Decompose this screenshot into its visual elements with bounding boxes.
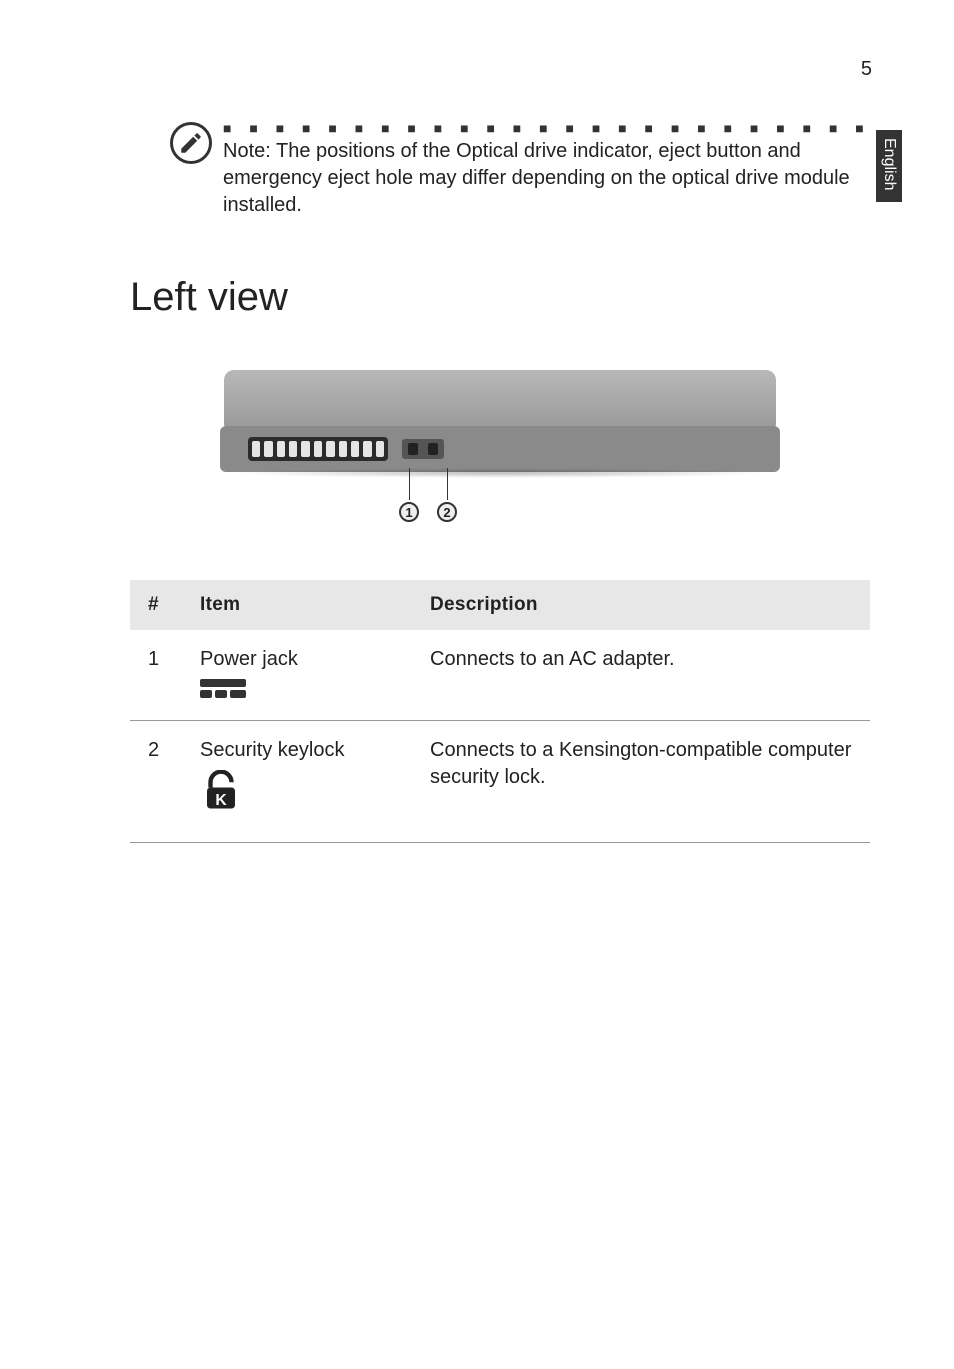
laptop-base xyxy=(220,426,780,472)
note-text: Note: The positions of the Optical drive… xyxy=(223,138,873,219)
table-row: 1 Power jack Connects to an AC adapter. xyxy=(130,630,870,721)
table-header-row: # Item Description xyxy=(130,580,870,630)
left-view-figure: 1 2 xyxy=(220,370,780,490)
col-header-desc: Description xyxy=(420,580,870,630)
item-label: Power jack xyxy=(200,648,298,670)
table-row: 2 Security keylock K Connects to a Kensi… xyxy=(130,721,870,843)
kensington-lock-icon: K xyxy=(200,770,410,820)
port-cluster xyxy=(402,439,444,459)
section-heading: Left view xyxy=(130,275,288,320)
vent-icon xyxy=(248,437,388,461)
cell-num: 1 xyxy=(130,630,190,721)
col-header-item: Item xyxy=(190,580,420,630)
svg-text:K: K xyxy=(215,792,227,809)
laptop-lid xyxy=(224,370,776,428)
cell-desc: Connects to an AC adapter. xyxy=(420,630,870,721)
cell-item: Power jack xyxy=(190,630,420,721)
note-block: ■ ■ ■ ■ ■ ■ ■ ■ ■ ■ ■ ■ ■ ■ ■ ■ ■ ■ ■ ■ … xyxy=(175,120,875,219)
pencil-icon xyxy=(178,130,204,156)
col-header-num: # xyxy=(130,580,190,630)
laptop-side-illustration xyxy=(220,370,780,490)
cell-item: Security keylock K xyxy=(190,721,420,843)
cell-num: 2 xyxy=(130,721,190,843)
callout-line xyxy=(447,468,448,500)
item-label: Security keylock xyxy=(200,739,345,761)
figure-callouts: 1 2 xyxy=(405,468,485,538)
pencil-note-icon xyxy=(170,122,212,164)
note-divider-dots: ■ ■ ■ ■ ■ ■ ■ ■ ■ ■ ■ ■ ■ ■ ■ ■ ■ ■ ■ ■ … xyxy=(223,120,875,136)
cell-desc: Connects to a Kensington-compatible comp… xyxy=(420,721,870,843)
power-jack-icon xyxy=(200,679,246,698)
callout-2: 2 xyxy=(437,502,457,522)
ports-table: # Item Description 1 Power jack Connects… xyxy=(130,580,870,843)
page-number: 5 xyxy=(861,58,872,81)
callout-1: 1 xyxy=(399,502,419,522)
language-tab: English xyxy=(876,130,902,202)
callout-line xyxy=(409,468,410,500)
